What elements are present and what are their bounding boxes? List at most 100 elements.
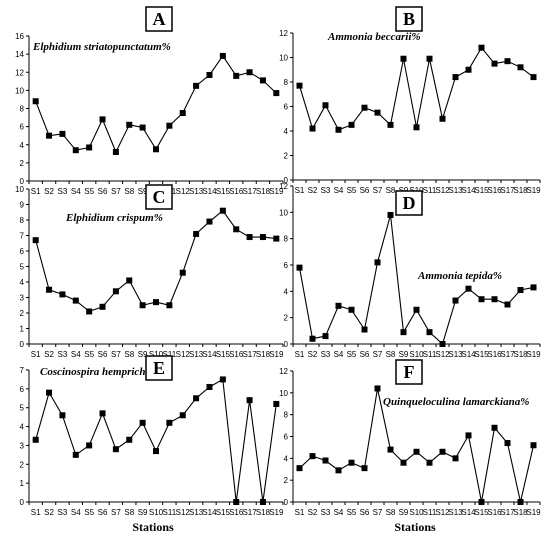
- data-point: [517, 64, 524, 71]
- panel-title: Ammonia tepida%: [417, 270, 502, 282]
- data-point: [400, 329, 407, 336]
- x-tick-label: S18: [256, 508, 271, 517]
- data-point: [126, 121, 133, 128]
- x-tick-label: S3: [321, 508, 331, 517]
- data-point: [504, 440, 511, 447]
- data-point: [99, 410, 106, 417]
- x-tick-label: S11: [423, 350, 437, 359]
- x-tick-label: S14: [461, 508, 476, 517]
- data-point: [348, 306, 355, 313]
- x-tick-label: S3: [58, 187, 68, 196]
- x-tick-label: S14: [202, 187, 217, 196]
- x-tick-label: S16: [487, 350, 502, 359]
- data-point: [153, 146, 159, 153]
- y-tick-label: 10: [15, 86, 24, 95]
- x-tick-label: S11: [423, 186, 437, 195]
- data-point: [193, 395, 200, 402]
- panel-letter-box: [145, 355, 173, 381]
- data-point: [426, 459, 433, 466]
- data-point: [153, 448, 159, 455]
- x-tick-label: S4: [334, 350, 344, 359]
- data-point: [530, 284, 537, 291]
- panel-letter-box: [395, 359, 423, 385]
- x-tick-label: S14: [202, 350, 217, 359]
- x-tick-label: S5: [347, 186, 357, 195]
- data-point: [517, 287, 524, 294]
- data-point: [72, 147, 79, 154]
- x-tick-label: S4: [71, 187, 81, 196]
- x-tick-label: S1: [31, 350, 41, 359]
- data-point: [86, 308, 93, 315]
- data-point: [387, 121, 394, 128]
- x-tick-label: S8: [124, 508, 134, 517]
- data-point: [99, 303, 106, 310]
- data-point: [413, 124, 420, 131]
- data-point: [153, 299, 159, 306]
- data-point: [491, 424, 498, 431]
- y-tick-label: 4: [284, 454, 289, 463]
- data-point: [179, 412, 186, 419]
- x-tick-label: S2: [308, 186, 318, 195]
- x-tick-label: S4: [334, 508, 344, 517]
- x-tick-label: S6: [360, 350, 370, 359]
- x-tick-label: S8: [386, 186, 396, 195]
- y-tick-label: 6: [284, 261, 289, 270]
- x-tick-label: S17: [500, 350, 515, 359]
- y-tick-label: 9: [20, 201, 25, 210]
- data-point: [219, 376, 226, 383]
- x-tick-label: S16: [487, 186, 502, 195]
- data-point: [452, 455, 459, 462]
- y-tick-label: 4: [284, 287, 289, 296]
- data-point: [530, 74, 537, 81]
- panel-a: 0246810121416S1S2S3S4S5S6S7S8S9S10S11S12…: [15, 6, 284, 196]
- data-point: [361, 465, 368, 472]
- panel-letter: D: [403, 193, 416, 213]
- panel-title: Coscinospira hemprichii%: [40, 366, 161, 378]
- panel-letter: A: [153, 9, 166, 29]
- y-tick-label: 8: [284, 235, 289, 244]
- data-point: [413, 448, 420, 455]
- y-tick-label: 2: [284, 476, 289, 485]
- y-tick-label: 5: [20, 263, 25, 272]
- data-point: [126, 277, 133, 284]
- data-point: [273, 235, 280, 242]
- data-point: [309, 453, 316, 460]
- x-tick-label: S17: [500, 186, 515, 195]
- x-tick-label: S15: [216, 187, 231, 196]
- data-point: [59, 412, 66, 419]
- y-tick-label: 12: [279, 367, 288, 376]
- x-tick-label: S2: [308, 350, 318, 359]
- data-point: [478, 44, 485, 51]
- data-point: [126, 436, 133, 443]
- x-tick-label: S13: [189, 508, 204, 517]
- x-tick-label: S12: [435, 350, 450, 359]
- x-tick-label: S5: [84, 508, 94, 517]
- series-line: [35, 378, 277, 503]
- x-tick-label: S6: [98, 508, 108, 517]
- data-point: [219, 207, 226, 214]
- y-tick-label: 0: [284, 340, 289, 349]
- x-axis-title-right: Stations: [394, 520, 436, 534]
- data-point: [374, 385, 381, 392]
- y-tick-label: 1: [20, 325, 25, 334]
- x-tick-label: S6: [360, 186, 370, 195]
- panel-letter-box: [145, 184, 173, 210]
- panel-letter: E: [153, 358, 165, 378]
- data-point: [112, 149, 119, 155]
- data-point: [32, 436, 39, 443]
- data-point: [273, 400, 280, 407]
- data-point: [179, 110, 186, 117]
- data-point: [361, 326, 368, 333]
- x-tick-label: S3: [58, 350, 68, 359]
- data-point: [72, 297, 79, 304]
- y-tick-label: 6: [284, 103, 289, 112]
- panel-b: 024681012S1S2S3S4S5S6S7S8S9S10S11S12S13S…: [279, 6, 541, 195]
- data-point: [465, 432, 472, 439]
- y-tick-label: 6: [20, 247, 25, 256]
- data-point: [32, 237, 39, 244]
- data-point: [193, 230, 200, 237]
- x-tick-label: S7: [111, 508, 121, 517]
- x-tick-label: S8: [386, 508, 396, 517]
- x-tick-label: S18: [513, 186, 528, 195]
